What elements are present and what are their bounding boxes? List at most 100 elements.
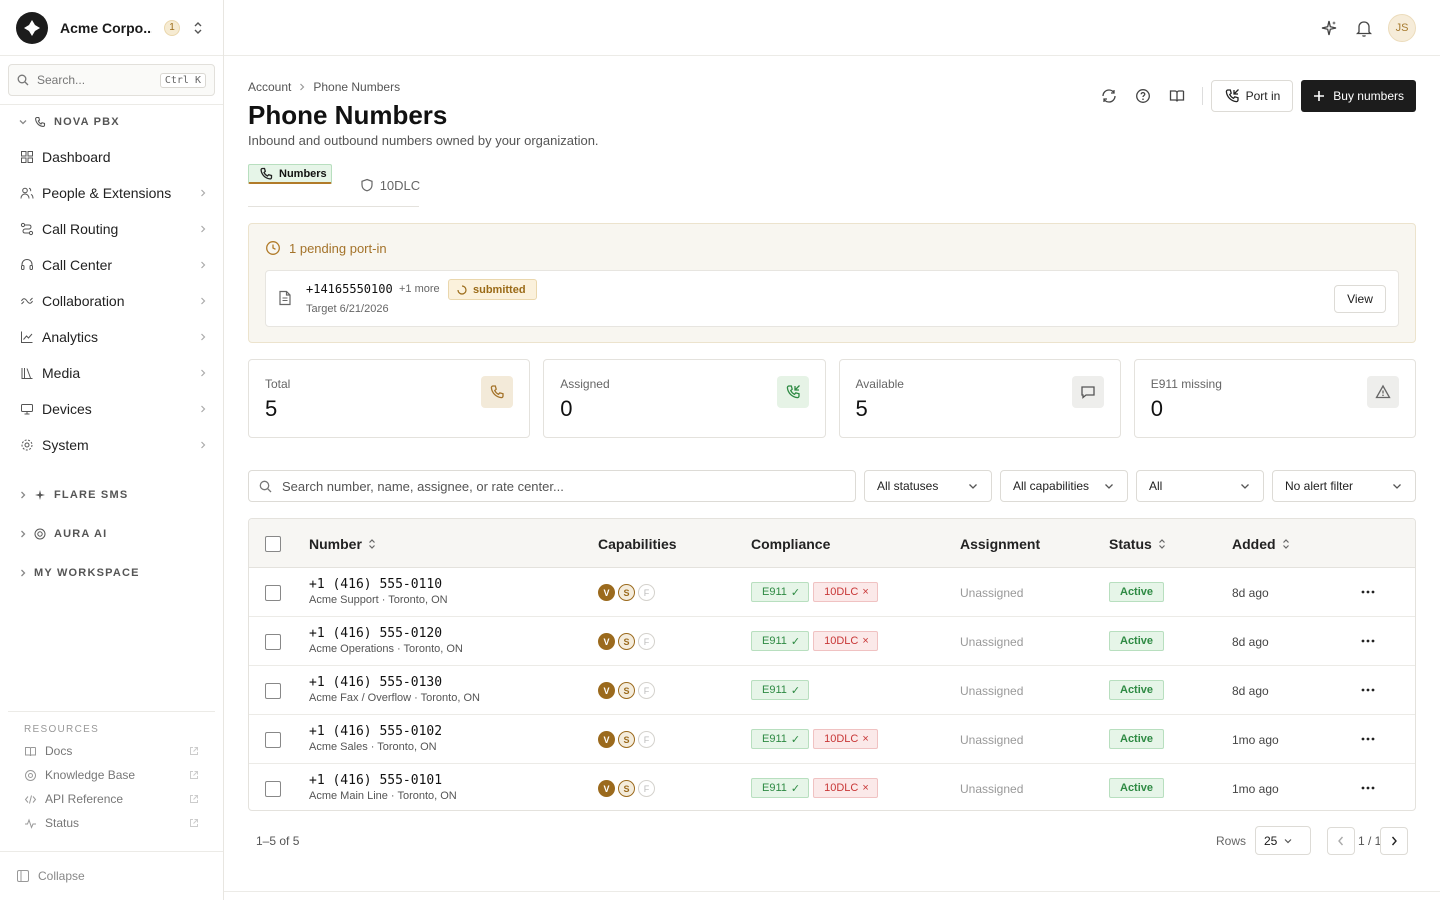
- pending-port-in-panel: 1 pending port-in +14165550100 +1 more s…: [248, 223, 1416, 343]
- spacer: [0, 463, 223, 475]
- row-checkbox[interactable]: [265, 683, 281, 699]
- row-checkbox[interactable]: [265, 732, 281, 748]
- row-checkbox[interactable]: [265, 781, 281, 797]
- resources-title: RESOURCES: [24, 724, 100, 735]
- row-checkbox[interactable]: [265, 634, 281, 650]
- port-in-button[interactable]: Port in: [1210, 80, 1294, 112]
- more-icon[interactable]: [1360, 780, 1376, 796]
- nav-collaboration[interactable]: Collaboration: [0, 283, 223, 319]
- sidebar-search[interactable]: Search... Ctrl K: [8, 64, 215, 96]
- external-link-icon: [189, 746, 199, 756]
- buy-numbers-button[interactable]: Buy numbers: [1301, 80, 1416, 112]
- tab-numbers[interactable]: Numbers: [248, 164, 332, 184]
- numbers-table: Number Capabilities Compliance Assignmen…: [248, 518, 1416, 811]
- more-icon[interactable]: [1360, 731, 1376, 747]
- x-icon: ×: [862, 635, 869, 647]
- e911-badge: E911 ✓: [751, 582, 810, 602]
- compliance-cell: E911 ✓ 10DLC ×: [751, 729, 878, 749]
- numbers-search-input[interactable]: Search number, name, assignee, or rate c…: [248, 470, 856, 502]
- nav-label: People & Extensions: [42, 185, 172, 201]
- status-filter-select[interactable]: All statuses: [864, 470, 992, 502]
- book-open-icon[interactable]: [1160, 80, 1194, 112]
- breadcrumb-account[interactable]: Account: [248, 80, 292, 94]
- assignment-cell: Unassigned: [960, 586, 1024, 600]
- page-indicator: 1 / 1: [1358, 834, 1382, 848]
- resource-docs[interactable]: Docs: [8, 739, 215, 763]
- table-row[interactable]: +1 (416) 555-0120 Acme Operations · Toro…: [249, 617, 1415, 666]
- nav-devices[interactable]: Devices: [0, 391, 223, 427]
- stat-label: Available: [855, 377, 904, 391]
- pagination: 1–5 of 5 Rows 25 1 / 1: [248, 826, 1416, 856]
- badge-text: 10DLC: [824, 635, 859, 647]
- headset-icon: [20, 258, 34, 272]
- bell-icon[interactable]: [1356, 19, 1372, 37]
- stat-value: 5: [855, 396, 868, 421]
- header-number[interactable]: Number: [309, 519, 376, 568]
- table-row[interactable]: +1 (416) 555-0130 Acme Fax / Overflow · …: [249, 666, 1415, 715]
- resources: RESOURCES Docs Knowledge Base API Refere…: [8, 711, 215, 835]
- capabilities-cell: V S F: [598, 731, 655, 748]
- resource-knowledge-base[interactable]: Knowledge Base: [8, 763, 215, 787]
- collapse-label: Collapse: [38, 869, 85, 883]
- type-filter-select[interactable]: All: [1136, 470, 1264, 502]
- x-icon: ×: [862, 586, 869, 598]
- section-flare-sms[interactable]: FLARE SMS: [0, 475, 223, 514]
- collaboration-icon: [20, 294, 34, 308]
- more-icon[interactable]: [1360, 633, 1376, 649]
- phone-number[interactable]: +1 (416) 555-0130: [309, 675, 443, 690]
- alert-filter-select[interactable]: No alert filter: [1272, 470, 1416, 502]
- next-page-button[interactable]: [1380, 827, 1408, 855]
- capabilities-filter-select[interactable]: All capabilities: [1000, 470, 1128, 502]
- added-cell: 1mo ago: [1232, 733, 1279, 747]
- phone-number[interactable]: +1 (416) 555-0120: [309, 626, 443, 641]
- nav-media[interactable]: Media: [0, 355, 223, 391]
- capabilities-cell: V S F: [598, 633, 655, 650]
- table-row[interactable]: +1 (416) 555-0101 Acme Main Line · Toron…: [249, 764, 1415, 810]
- header-capabilities: Capabilities: [598, 535, 677, 552]
- nav-analytics[interactable]: Analytics: [0, 319, 223, 355]
- port-number: +14165550100: [306, 282, 393, 296]
- help-icon[interactable]: [1126, 80, 1160, 112]
- table-row[interactable]: +1 (416) 555-0102 Acme Sales · Toronto, …: [249, 715, 1415, 764]
- chevron-up-down-icon[interactable]: [192, 21, 204, 35]
- more-icon[interactable]: [1360, 682, 1376, 698]
- nav-call-center[interactable]: Call Center: [0, 247, 223, 283]
- x-icon: ×: [862, 733, 869, 745]
- routing-icon: [20, 222, 34, 236]
- avatar[interactable]: JS: [1388, 13, 1416, 42]
- nav-system[interactable]: System: [0, 427, 223, 463]
- external-link-icon: [189, 818, 199, 828]
- refresh-icon[interactable]: [1092, 80, 1126, 112]
- shield-icon: [360, 178, 380, 192]
- badge-text: 10DLC: [824, 733, 859, 745]
- table-row[interactable]: +1 (416) 555-0110 Acme Support · Toronto…: [249, 568, 1415, 617]
- prev-page-button[interactable]: [1327, 827, 1355, 855]
- view-port-button[interactable]: View: [1334, 285, 1386, 313]
- nav-people-extensions[interactable]: People & Extensions: [0, 175, 223, 211]
- nav-dashboard[interactable]: Dashboard: [0, 139, 223, 175]
- phone-number[interactable]: +1 (416) 555-0110: [309, 577, 443, 592]
- header-added[interactable]: Added: [1232, 519, 1290, 568]
- section-my-workspace[interactable]: MY WORKSPACE: [0, 553, 223, 592]
- sparkles-icon[interactable]: [1320, 19, 1338, 37]
- resource-status[interactable]: Status: [8, 811, 215, 835]
- number-description: Acme Operations · Toronto, ON: [309, 643, 463, 655]
- org-switcher[interactable]: Acme Corpo... 1: [0, 0, 223, 56]
- more-icon[interactable]: [1360, 584, 1376, 600]
- phone-number[interactable]: +1 (416) 555-0101: [309, 773, 443, 788]
- section-nova-pbx[interactable]: NOVA PBX: [0, 105, 223, 139]
- resource-api-reference[interactable]: API Reference: [8, 787, 215, 811]
- header-status[interactable]: Status: [1109, 519, 1166, 568]
- pending-title: 1 pending port-in: [265, 240, 387, 256]
- filters-bar: Search number, name, assignee, or rate c…: [248, 470, 1416, 502]
- section-aura-ai[interactable]: AURA AI: [0, 514, 223, 553]
- resource-label: Status: [45, 816, 80, 830]
- collapse-sidebar-button[interactable]: Collapse: [0, 851, 223, 900]
- select-all-checkbox[interactable]: [265, 535, 281, 552]
- rows-per-page-select[interactable]: 25: [1255, 826, 1311, 855]
- phone-number[interactable]: +1 (416) 555-0102: [309, 724, 443, 739]
- nav-call-routing[interactable]: Call Routing: [0, 211, 223, 247]
- tab-10dlc[interactable]: 10DLC: [356, 164, 424, 206]
- row-checkbox[interactable]: [265, 585, 281, 601]
- select-all-checkbox-cell: [265, 519, 281, 568]
